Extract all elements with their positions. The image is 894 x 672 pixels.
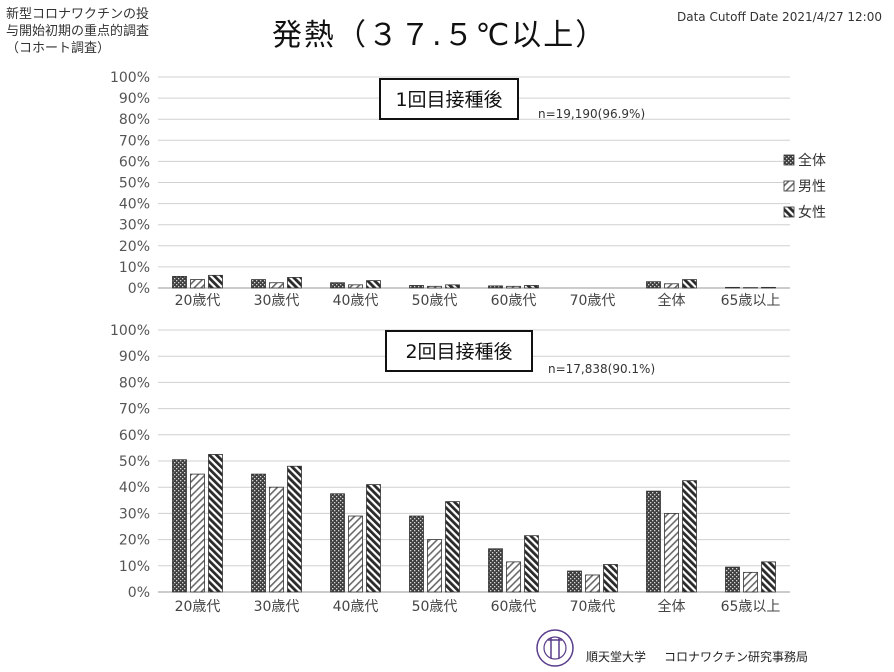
y-tick-label: 40%	[119, 480, 150, 496]
y-tick-label: 60%	[119, 428, 150, 444]
bar	[191, 280, 205, 288]
bar	[726, 567, 740, 592]
y-tick-label: 50%	[119, 454, 150, 470]
bar	[428, 540, 442, 592]
bar	[252, 474, 266, 592]
bar	[349, 285, 363, 288]
bar	[331, 283, 345, 288]
bar	[586, 575, 600, 592]
y-tick-label: 100%	[110, 323, 150, 339]
y-tick-label: 80%	[119, 375, 150, 391]
bar	[270, 283, 284, 288]
bar	[410, 285, 424, 288]
y-tick-label: 0%	[128, 585, 150, 601]
bar	[568, 571, 582, 592]
x-category-label: 70歳代	[570, 599, 616, 615]
bar	[428, 286, 442, 288]
bar	[367, 281, 381, 288]
bar	[762, 287, 776, 288]
legend-label: 女性	[798, 204, 826, 221]
x-category-label: 40歳代	[333, 293, 379, 309]
chart-title: 1回目接種後	[395, 89, 502, 111]
juntendo-logo	[532, 628, 578, 672]
bar	[665, 284, 679, 288]
bar	[367, 485, 381, 592]
bar	[604, 564, 618, 592]
y-tick-label: 30%	[119, 218, 150, 234]
x-category-label: 全体	[658, 598, 686, 615]
legend-label: 全体	[798, 152, 826, 169]
bar	[507, 286, 521, 288]
y-tick-label: 100%	[110, 70, 150, 86]
bar	[173, 276, 187, 288]
y-tick-label: 80%	[119, 112, 150, 128]
bar	[331, 494, 345, 592]
bar	[288, 277, 302, 288]
bar	[647, 491, 661, 592]
bar	[446, 285, 460, 288]
bar	[525, 536, 539, 592]
footer-university: 順天堂大学	[586, 648, 646, 665]
bar	[489, 286, 503, 288]
x-category-label: 20歳代	[175, 293, 221, 309]
x-category-label: 50歳代	[412, 293, 458, 309]
y-tick-label: 40%	[119, 197, 150, 213]
y-tick-label: 50%	[119, 176, 150, 192]
x-category-label: 20歳代	[175, 599, 221, 615]
x-category-label: 65歳以上	[721, 293, 781, 309]
bar	[173, 460, 187, 592]
x-category-label: 70歳代	[570, 293, 616, 309]
bar	[446, 502, 460, 592]
chart-title: 2回目接種後	[405, 341, 512, 363]
bar	[288, 466, 302, 592]
chart-second-dose: 0% 10% 20% 30% 40% 50% 60% 70% 80% 90% 100% 20歳代 30歳…	[110, 323, 790, 615]
bar	[270, 487, 284, 592]
bar	[683, 481, 697, 592]
bar	[683, 280, 697, 288]
bar	[252, 280, 266, 288]
legend-swatch	[784, 207, 794, 217]
y-tick-label: 90%	[119, 91, 150, 107]
bar	[489, 549, 503, 592]
bar	[209, 275, 223, 288]
x-category-label: 30歳代	[254, 599, 300, 615]
bar	[647, 282, 661, 288]
y-tick-label: 70%	[119, 133, 150, 149]
y-tick-label: 10%	[119, 260, 150, 276]
y-tick-label: 20%	[119, 533, 150, 549]
sample-size-annotation: n=19,190(96.9%)	[538, 107, 645, 121]
x-category-label: 30歳代	[254, 293, 300, 309]
x-category-label: 40歳代	[333, 599, 379, 615]
bar	[762, 562, 776, 592]
legend-label: 男性	[798, 179, 826, 195]
x-category-label: 65歳以上	[721, 599, 781, 615]
bar	[744, 572, 758, 592]
x-category-label: 全体	[658, 292, 686, 309]
y-tick-label: 0%	[128, 281, 150, 297]
bar	[349, 516, 363, 592]
bar	[726, 287, 740, 288]
y-tick-label: 90%	[119, 349, 150, 365]
y-tick-label: 60%	[119, 154, 150, 170]
x-category-label: 60歳代	[491, 293, 537, 309]
legend-swatch	[784, 181, 794, 191]
footer-department: コロナワクチン研究事務局	[664, 648, 808, 665]
x-category-label: 50歳代	[412, 599, 458, 615]
bar	[191, 474, 205, 592]
bar	[209, 454, 223, 592]
y-tick-label: 10%	[119, 559, 150, 575]
y-tick-label: 70%	[119, 402, 150, 418]
bar	[525, 285, 539, 288]
chart-first-dose: 0% 10% 20% 30% 40% 50% 60% 70% 80% 90% 100% 20歳代 30歳…	[110, 70, 790, 309]
legend-swatch	[784, 155, 794, 165]
y-tick-label: 20%	[119, 239, 150, 255]
bar	[507, 562, 521, 592]
bar	[665, 513, 679, 592]
bar	[410, 516, 424, 592]
x-category-label: 60歳代	[491, 599, 537, 615]
sample-size-annotation: n=17,838(90.1%)	[548, 362, 655, 376]
y-tick-label: 30%	[119, 506, 150, 522]
